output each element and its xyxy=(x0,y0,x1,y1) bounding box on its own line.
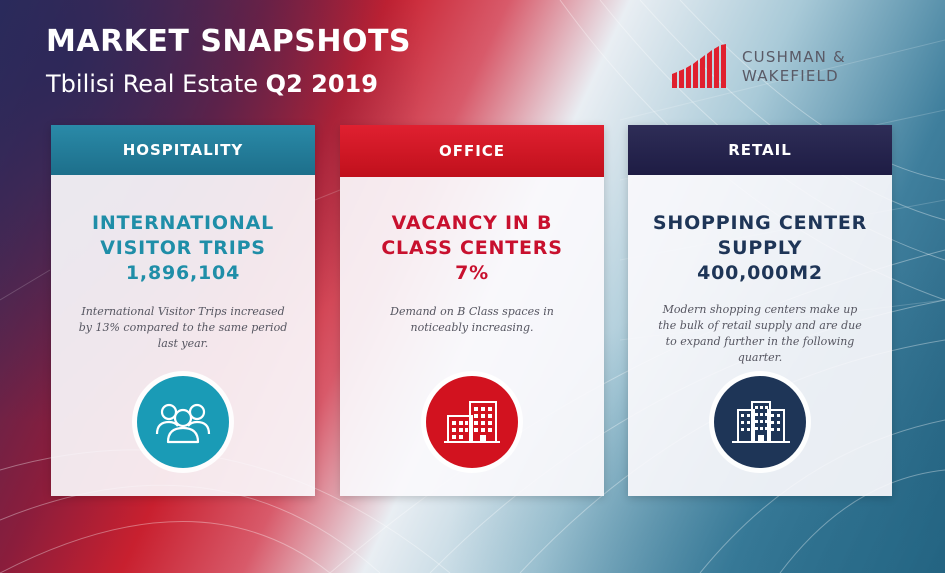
page-title: MARKET SNAPSHOTS xyxy=(46,24,412,59)
card-description: International Visitor Trips increased by… xyxy=(78,305,288,350)
card-headline: SHOPPING CENTER SUPPLY 400,000M2 xyxy=(628,211,892,286)
card-headline: INTERNATIONAL VISITOR TRIPS 1,896,104 xyxy=(51,211,315,286)
card-header-hospitality: HOSPITALITY xyxy=(51,125,315,175)
retail-card: RETAIL SHOPPING CENTER SUPPLY 400,000M2 … xyxy=(628,125,892,496)
people-group-icon xyxy=(137,376,229,468)
card-header-retail: RETAIL xyxy=(628,125,892,175)
card-header-office: OFFICE xyxy=(340,125,604,177)
company-logo: CUSHMAN & WAKEFIELD xyxy=(672,44,892,92)
headline-value: 7% xyxy=(455,262,489,284)
headline-line-2: CLASS CENTERS xyxy=(381,237,563,259)
headline-line-2: VISITOR TRIPS xyxy=(100,237,266,259)
office-building-icon xyxy=(426,376,518,468)
hospitality-card: HOSPITALITY INTERNATIONAL VISITOR TRIPS … xyxy=(51,125,315,496)
card-headline: VACANCY IN B CLASS CENTERS 7% xyxy=(340,211,604,286)
card-description: Modern shopping centers make up the bulk… xyxy=(658,303,862,364)
logo-line-1: CUSHMAN & xyxy=(742,48,846,66)
headline-value: 1,896,104 xyxy=(125,262,241,284)
page-subtitle: Tbilisi Real Estate Q2 2019 xyxy=(46,70,378,98)
logo-line-2: WAKEFIELD xyxy=(742,67,839,85)
logo-wordmark: CUSHMAN & WAKEFIELD xyxy=(742,48,846,86)
card-description: Demand on B Class spaces in noticeably i… xyxy=(390,305,554,334)
office-card: OFFICE VACANCY IN B CLASS CENTERS 7% Dem… xyxy=(340,125,604,496)
headline-line-1: INTERNATIONAL xyxy=(92,212,274,234)
headline-line-1: SHOPPING CENTER xyxy=(652,212,868,234)
headline-value: 400,000M2 xyxy=(697,262,823,284)
subtitle-text: Tbilisi Real Estate xyxy=(46,70,259,98)
mall-building-icon xyxy=(714,376,806,468)
headline-line-1: VACANCY IN B xyxy=(391,212,553,234)
headline-line-2: SUPPLY xyxy=(717,237,803,259)
cushman-wakefield-logo-mark-icon xyxy=(672,44,726,88)
quarter-label: Q2 2019 xyxy=(265,70,378,98)
